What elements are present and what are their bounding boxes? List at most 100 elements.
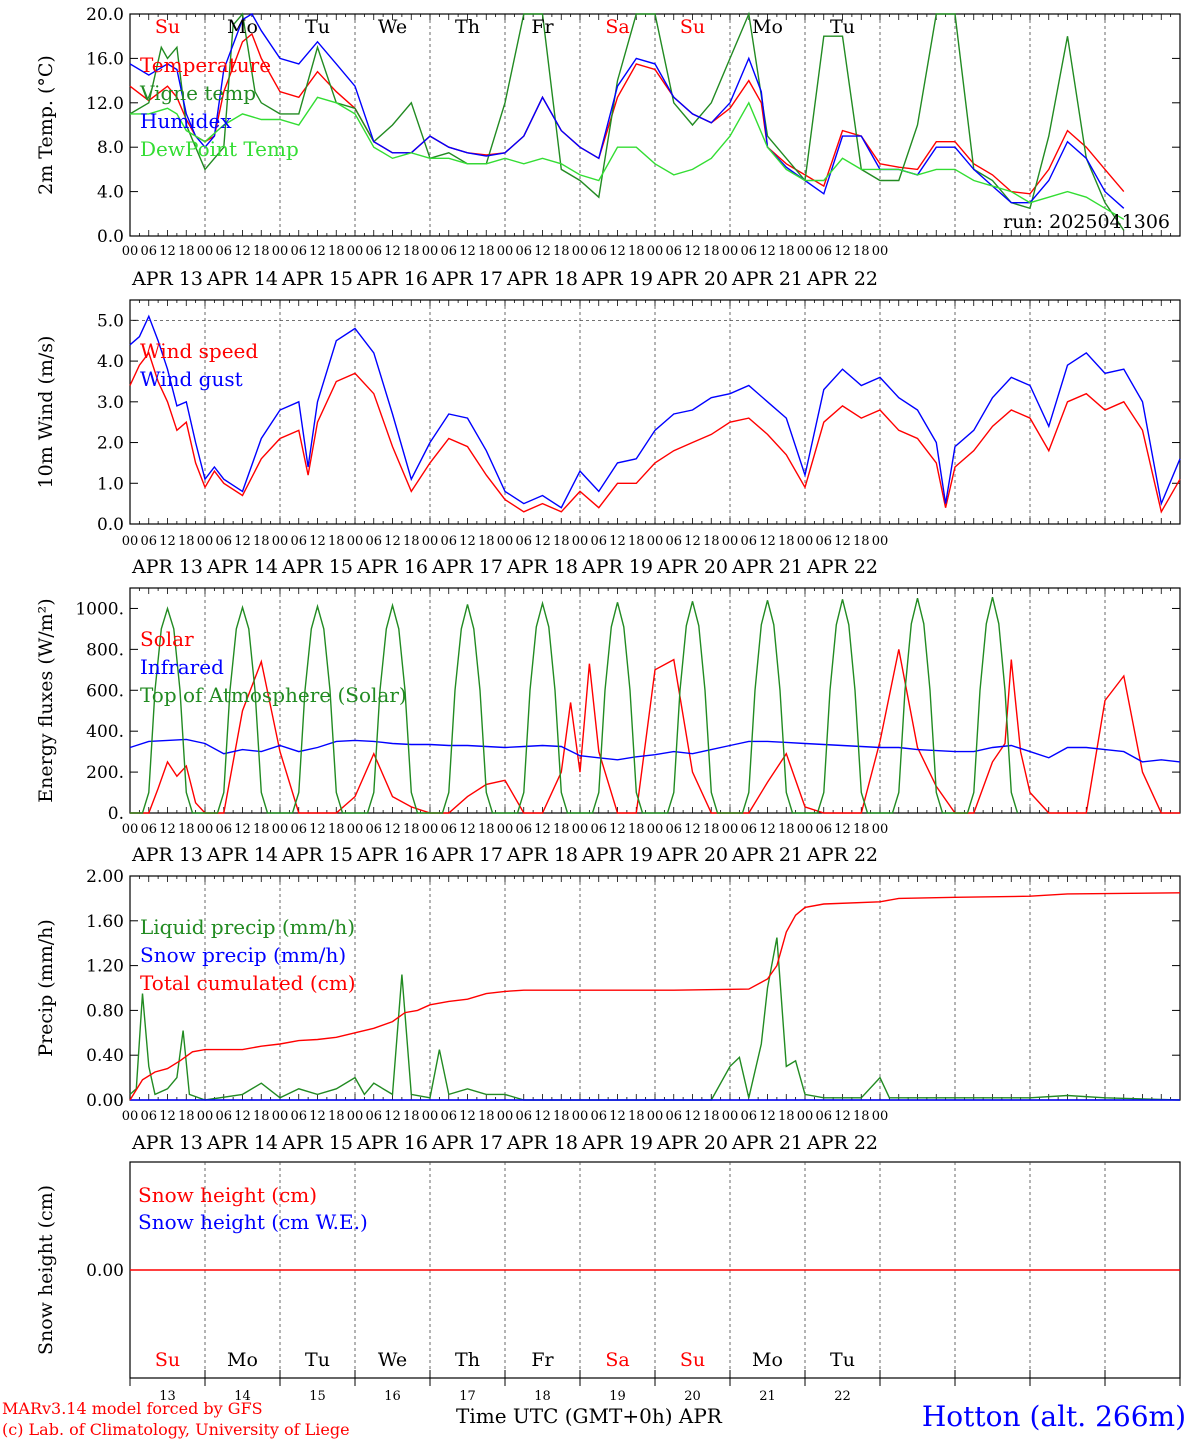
- legend-entry: Total cumulated (cm): [140, 971, 356, 995]
- hour-tick-label: 00: [797, 1109, 814, 1124]
- legend-entry: Top of Atmosphere (Solar): [140, 683, 407, 707]
- hour-tick-label: 18: [328, 534, 345, 549]
- day-number-label: 17: [459, 1389, 476, 1404]
- series-line-top-of-atmosphere-solar-: [130, 597, 1019, 814]
- y-tick-label: 0.00: [86, 1091, 124, 1111]
- date-label: APR 14: [206, 844, 278, 866]
- hour-tick-label: 00: [647, 534, 664, 549]
- hour-tick-label: 00: [647, 1109, 664, 1124]
- hour-tick-label: 06: [215, 822, 232, 837]
- hour-tick-label: 00: [572, 822, 589, 837]
- day-number-label: 15: [309, 1389, 326, 1404]
- hour-tick-label: 18: [253, 534, 270, 549]
- date-label: APR 22: [806, 556, 878, 578]
- hour-tick-label: 00: [197, 244, 214, 259]
- y-tick-label: 1000.: [75, 599, 124, 619]
- hour-tick-label: 12: [234, 244, 251, 259]
- hour-tick-label: 18: [853, 822, 870, 837]
- date-label: APR 21: [731, 1132, 803, 1154]
- hour-tick-label: 18: [628, 534, 645, 549]
- legend-entry: Snow height (cm W.E.): [138, 1210, 368, 1234]
- hour-tick-label: 12: [159, 534, 176, 549]
- date-label: APR 13: [131, 268, 203, 290]
- hour-tick-label: 18: [853, 1109, 870, 1124]
- date-label: APR 16: [356, 556, 428, 578]
- series-line-humidex: [129, 13, 1125, 209]
- hour-tick-label: 06: [590, 244, 607, 259]
- hour-tick-label: 18: [253, 822, 270, 837]
- date-label: APR 19: [581, 1132, 653, 1154]
- panel-1: [129, 11, 1181, 237]
- hour-tick-label: 12: [159, 822, 176, 837]
- weekday-label: Fr: [531, 1349, 554, 1371]
- date-label: APR 18: [506, 268, 578, 290]
- date-label: APR 18: [506, 1132, 578, 1154]
- hour-tick-label: 18: [553, 822, 570, 837]
- hour-tick-label: 00: [872, 1109, 889, 1124]
- hour-tick-label: 18: [478, 244, 495, 259]
- legend-entry: Infrared: [140, 655, 224, 679]
- y-tick-label: 400.: [86, 722, 124, 742]
- hour-tick-label: 12: [459, 244, 476, 259]
- hour-tick-label: 00: [422, 534, 439, 549]
- date-label: APR 18: [506, 844, 578, 866]
- date-label: APR 17: [431, 1132, 503, 1154]
- run-annotation: run: 2025041306: [1003, 211, 1170, 233]
- date-label: APR 20: [656, 268, 728, 290]
- date-label: APR 21: [731, 556, 803, 578]
- hour-tick-label: 00: [722, 534, 739, 549]
- hour-tick-label: 00: [272, 244, 289, 259]
- hour-tick-label: 06: [815, 822, 832, 837]
- date-label: APR 17: [431, 556, 503, 578]
- hour-tick-label: 12: [834, 534, 851, 549]
- y-axis-label: Precip (mm/h): [35, 919, 57, 1057]
- hour-tick-label: 12: [459, 534, 476, 549]
- date-label: APR 21: [731, 268, 803, 290]
- y-tick-label: 200.: [86, 763, 124, 783]
- series-line-solar: [130, 649, 1180, 814]
- date-label: APR 19: [581, 556, 653, 578]
- legend-entry: DewPoint Temp: [140, 137, 299, 161]
- hour-tick-label: 18: [328, 244, 345, 259]
- hour-tick-label: 18: [553, 534, 570, 549]
- date-label: APR 15: [281, 1132, 353, 1154]
- weekday-label: Sa: [605, 16, 629, 38]
- hour-tick-label: 18: [403, 1109, 420, 1124]
- weekday-label: Su: [155, 1349, 180, 1371]
- y-tick-label: 12.0: [86, 94, 124, 114]
- hour-tick-label: 18: [853, 244, 870, 259]
- hour-tick-label: 00: [497, 822, 514, 837]
- hour-tick-label: 06: [815, 244, 832, 259]
- date-label: APR 14: [206, 556, 278, 578]
- hour-tick-label: 00: [422, 1109, 439, 1124]
- weekday-label: Th: [455, 16, 480, 38]
- weekday-label: Tu: [830, 16, 855, 38]
- hour-tick-label: 12: [159, 1109, 176, 1124]
- series-line-wind-speed: [129, 351, 1181, 514]
- hour-tick-label: 00: [872, 534, 889, 549]
- hour-tick-label: 00: [122, 244, 139, 259]
- hour-tick-label: 06: [515, 822, 532, 837]
- hour-tick-label: 00: [347, 244, 364, 259]
- day-number-label: 14: [234, 1389, 251, 1404]
- hour-tick-label: 06: [140, 1109, 157, 1124]
- hour-tick-label: 00: [647, 244, 664, 259]
- credit-line-2: (c) Lab. of Climatology, University of L…: [2, 1420, 350, 1439]
- hour-tick-label: 12: [759, 822, 776, 837]
- hour-tick-label: 06: [590, 822, 607, 837]
- y-tick-label: 4.0: [97, 183, 124, 203]
- hour-tick-label: 06: [665, 1109, 682, 1124]
- weekday-label: We: [378, 1349, 407, 1371]
- hour-tick-label: 18: [703, 1109, 720, 1124]
- hour-tick-label: 12: [759, 1109, 776, 1124]
- hour-tick-label: 18: [478, 1109, 495, 1124]
- hour-tick-label: 18: [328, 822, 345, 837]
- hour-tick-label: 00: [722, 822, 739, 837]
- hour-tick-label: 18: [478, 822, 495, 837]
- hour-tick-label: 00: [347, 1109, 364, 1124]
- legend-entry: Temperature: [140, 53, 271, 77]
- credit-line-1: MARv3.14 model forced by GFS: [2, 1399, 263, 1418]
- hour-tick-label: 00: [497, 534, 514, 549]
- day-number-label: 22: [834, 1389, 851, 1404]
- date-label: APR 21: [731, 844, 803, 866]
